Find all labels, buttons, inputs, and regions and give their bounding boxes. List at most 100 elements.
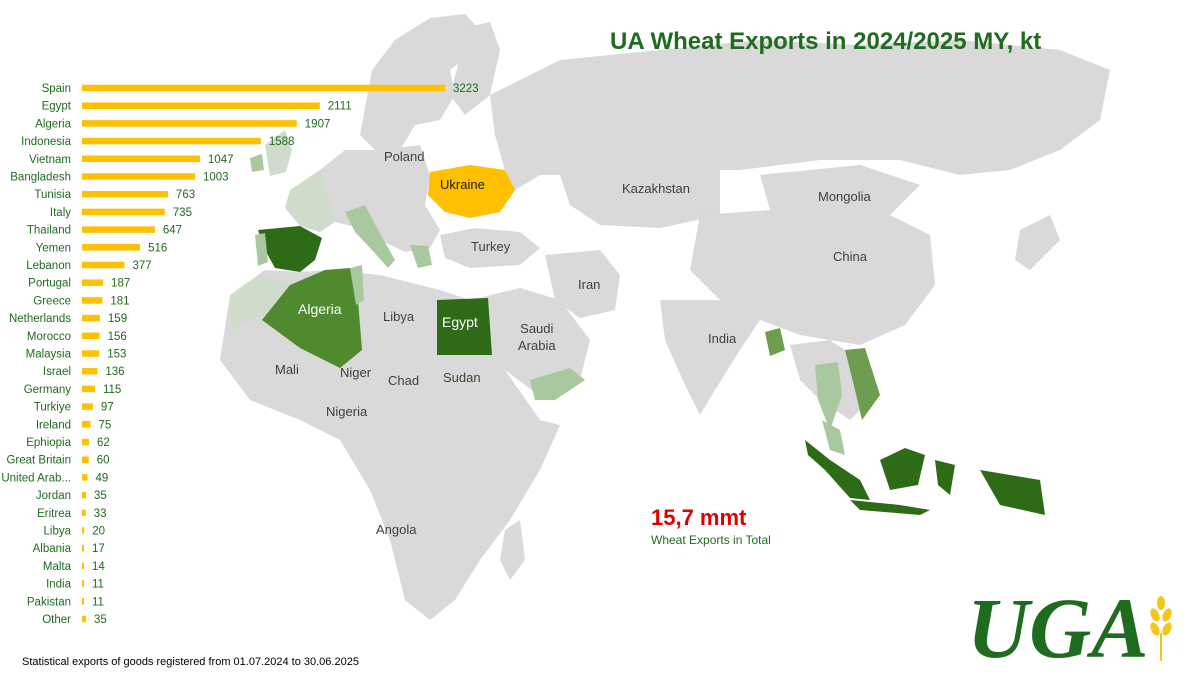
malaysia-shape — [822, 420, 845, 455]
yemen-shape — [530, 368, 585, 400]
category-label: Ephiopia — [26, 437, 71, 449]
data-label: 17 — [92, 543, 105, 555]
bar — [82, 367, 98, 375]
indonesia-shape — [805, 440, 870, 500]
category-label: Jordan — [36, 490, 71, 502]
footnote: Statistical exports of goods registered … — [22, 656, 359, 668]
data-label: 75 — [98, 419, 111, 431]
map-label-saudi-text: Saudi Arabia — [518, 321, 556, 353]
category-label: Egypt — [42, 101, 72, 113]
papua-shape — [980, 470, 1045, 515]
category-label: Malta — [43, 561, 72, 573]
map-label-poland: Poland — [384, 149, 425, 164]
bar — [82, 84, 445, 92]
bar — [82, 385, 95, 393]
total-exports-value: 15,7 mmt — [651, 505, 747, 530]
data-label: 377 — [132, 260, 151, 272]
data-label: 159 — [108, 313, 127, 325]
category-label: Israel — [43, 366, 71, 378]
sulawesi-shape — [935, 460, 955, 495]
bar — [82, 261, 125, 269]
turkey-shape — [440, 228, 540, 268]
bar — [82, 615, 86, 623]
madagascar-shape — [500, 520, 525, 580]
data-label: 647 — [163, 225, 182, 237]
map-label-libya: Libya — [383, 309, 415, 324]
bar — [82, 208, 165, 216]
portugal-shape — [255, 233, 268, 266]
category-label: India — [46, 579, 72, 591]
map-label-sudan: Sudan — [443, 370, 481, 385]
bar — [82, 332, 100, 340]
uga-logo-text: UGA — [967, 585, 1149, 665]
bar — [82, 190, 168, 198]
category-label: Lebanon — [26, 260, 71, 272]
bar — [82, 403, 93, 410]
data-label: 187 — [111, 278, 130, 290]
map-label-chad: Chad — [388, 373, 420, 388]
map-label-mali: Mali — [275, 362, 299, 377]
data-label: 14 — [92, 561, 105, 573]
map-label-ukraine: Ukraine — [440, 177, 485, 192]
uk-shape — [265, 130, 292, 176]
category-label: Turkiye — [34, 402, 71, 414]
greece-shape — [410, 245, 432, 268]
bar — [82, 509, 86, 517]
category-label: Germany — [24, 384, 72, 396]
category-label: Thailand — [27, 225, 71, 237]
data-label: 11 — [92, 596, 104, 608]
data-label: 156 — [108, 331, 127, 343]
map-label-india: India — [708, 331, 737, 346]
category-label: Italy — [50, 207, 71, 219]
bar — [82, 297, 103, 304]
spain-shape — [258, 226, 322, 272]
thailand-shape — [815, 362, 842, 430]
bar — [82, 544, 84, 552]
data-label: 35 — [94, 614, 107, 626]
france-shape — [285, 170, 335, 232]
bar — [82, 155, 200, 163]
bar — [82, 491, 86, 499]
data-label: 115 — [103, 384, 121, 396]
data-label: 735 — [173, 207, 192, 219]
data-label: 3223 — [453, 83, 479, 95]
bar — [82, 527, 85, 534]
bar — [82, 173, 195, 180]
category-label: Great Britain — [6, 455, 71, 467]
map-label-egypt: Egypt — [442, 314, 478, 330]
data-label: 136 — [105, 366, 124, 378]
data-label: 97 — [101, 402, 114, 414]
category-label: Other — [42, 614, 71, 626]
scandinavia-shape — [360, 14, 480, 150]
data-label: 1907 — [305, 118, 331, 130]
egypt-shape — [437, 298, 492, 355]
data-label: 1588 — [269, 136, 295, 148]
data-label: 181 — [110, 295, 129, 307]
chart-title: UA Wheat Exports in 2024/2025 MY, kt — [610, 28, 1042, 55]
data-label: 1047 — [208, 154, 234, 166]
category-label: Bangladesh — [10, 172, 71, 184]
data-label: 1003 — [203, 172, 229, 184]
map-label-turkey: Turkey — [471, 239, 511, 254]
category-label: Indonesia — [21, 136, 71, 148]
data-label: 49 — [96, 472, 109, 484]
data-label: 20 — [92, 526, 105, 538]
tunisia-shape — [350, 265, 364, 305]
map-label-china: China — [833, 249, 867, 264]
algeria-shape — [262, 268, 362, 368]
bar — [82, 120, 297, 127]
bar — [82, 580, 84, 587]
map-label-angola: Angola — [376, 522, 417, 537]
bar — [82, 350, 100, 357]
bar — [82, 438, 89, 446]
china-shape — [690, 210, 935, 345]
data-label: 33 — [94, 508, 107, 520]
bar — [82, 562, 84, 570]
category-label: Malaysia — [26, 349, 72, 361]
kazakhstan-shape — [560, 160, 720, 228]
wheat-ear-icon — [1150, 596, 1172, 661]
bar — [82, 137, 261, 145]
bar — [82, 102, 320, 109]
category-label: Albania — [33, 543, 72, 555]
